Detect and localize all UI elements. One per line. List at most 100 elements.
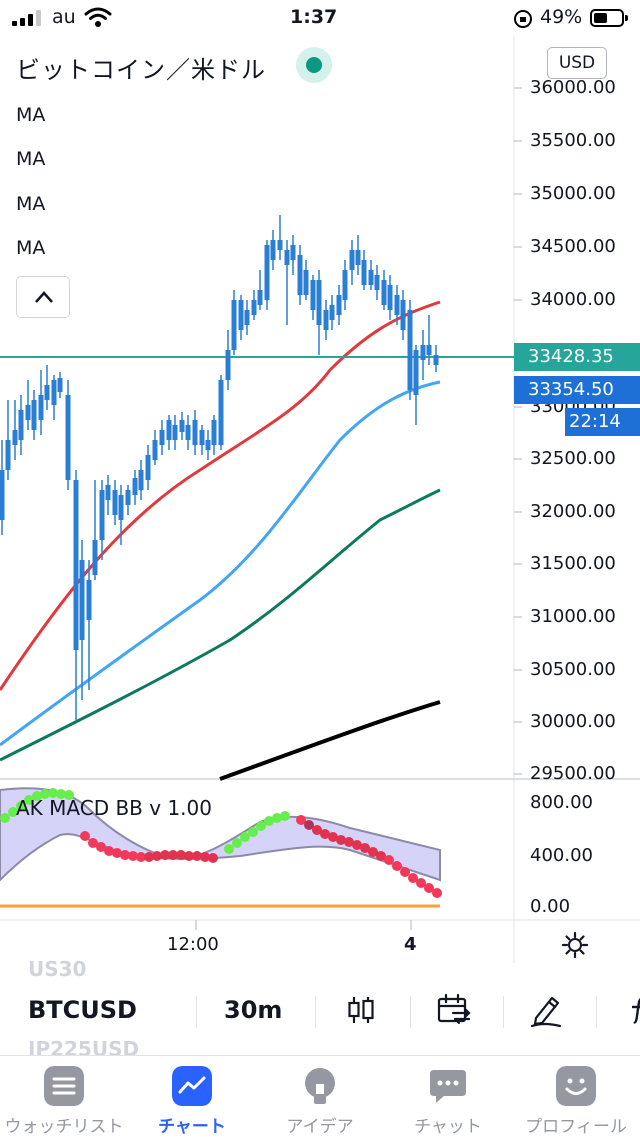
macd-dot: [224, 844, 234, 854]
time-tick: 12:00: [167, 934, 219, 955]
price-tick: 32500.00: [530, 448, 616, 469]
chart-settings-icon[interactable]: [561, 931, 589, 959]
currency-button[interactable]: USD: [547, 47, 607, 79]
candle-body: [264, 245, 270, 300]
nav-label: プロフィール: [525, 1117, 627, 1137]
macd-dot: [48, 788, 58, 798]
signal-icon: [12, 10, 42, 26]
macd-dot: [336, 835, 346, 845]
indicators-fx-icon[interactable]: [620, 992, 640, 1028]
ma-line-red: [0, 300, 441, 691]
macd-dot: [328, 832, 338, 842]
ma-line-green: [0, 488, 441, 762]
indicator-tick: 400.00: [530, 845, 593, 866]
candle-body: [199, 430, 205, 445]
carrier-label: au: [52, 6, 76, 28]
macd-dot: [408, 873, 418, 883]
macd-dot: [184, 851, 194, 861]
profile-icon: [556, 1066, 596, 1106]
price-tick: 35000.00: [530, 183, 616, 204]
candle-body: [381, 280, 387, 305]
candle-body: [368, 270, 374, 285]
macd-dot: [208, 853, 218, 863]
ideas-icon: [305, 1068, 335, 1104]
clock: 1:37: [290, 6, 338, 28]
nav-chart[interactable]: チャート: [128, 1056, 256, 1138]
status-bar: au 1:37 49%: [0, 0, 640, 36]
collapse-indicators-button[interactable]: [16, 276, 70, 318]
macd-dot: [280, 811, 290, 821]
replay-calendar-icon[interactable]: [436, 992, 472, 1028]
macd-dot: [304, 820, 314, 830]
candle-body: [185, 425, 191, 440]
wifi-icon: [84, 7, 112, 27]
battery-percent: 49%: [540, 6, 583, 28]
candle-body: [132, 478, 138, 495]
battery-icon: [590, 9, 628, 27]
candle-body: [99, 490, 105, 540]
macd-dot: [376, 851, 386, 861]
price-tick: 35500.00: [530, 130, 616, 151]
candle-body: [118, 495, 124, 520]
candle-body: [244, 310, 250, 325]
candle-body: [105, 485, 111, 500]
market-status-icon[interactable]: [296, 47, 332, 83]
macd-dot: [144, 852, 154, 862]
candle-body: [361, 260, 367, 285]
macd-dot: [168, 850, 178, 860]
nav-watchlist[interactable]: ウォッチリスト: [0, 1056, 128, 1138]
nav-chat[interactable]: チャット: [384, 1056, 512, 1138]
candle-body: [145, 455, 151, 480]
macd-dot: [176, 850, 186, 860]
candle-body: [413, 350, 419, 395]
macd-dot: [128, 851, 138, 861]
candle-body: [44, 385, 50, 400]
interval-button[interactable]: 30m: [224, 996, 283, 1024]
indicator-pane-title[interactable]: AK MACD BB v 1.00: [16, 796, 212, 820]
candle-body: [420, 345, 426, 360]
macd-dot: [8, 807, 18, 817]
candle-body: [225, 350, 231, 380]
macd-dot: [264, 816, 274, 826]
macd-dot: [40, 789, 50, 799]
drawing-pen-icon[interactable]: [528, 992, 564, 1028]
candle-body: [257, 290, 263, 305]
indicator-ma-1[interactable]: MA: [16, 104, 46, 126]
indicator-ma-4[interactable]: MA: [16, 237, 46, 259]
candle-body: [51, 380, 57, 405]
macd-dot: [432, 888, 442, 898]
macd-dot: [240, 832, 250, 842]
indicator-tick: 800.00: [530, 792, 593, 813]
candle-body: [12, 430, 18, 445]
symbol-button[interactable]: BTCUSD: [28, 996, 137, 1024]
price-tick: 34000.00: [530, 289, 616, 310]
candle-body: [125, 490, 131, 505]
ma-line-black: [219, 700, 441, 781]
candle-style-icon[interactable]: [343, 992, 379, 1028]
macd-dot: [392, 861, 402, 871]
toolbar-divider: [596, 996, 597, 1028]
indicator-ma-3[interactable]: MA: [16, 193, 46, 215]
last-price-tag: 33428.35: [514, 343, 640, 371]
candle-body: [159, 430, 165, 445]
nav-ideas[interactable]: アイデア: [256, 1056, 384, 1138]
candle-body: [394, 295, 400, 315]
macd-dot: [120, 850, 130, 860]
candle-body: [407, 310, 413, 390]
price-tick: 30500.00: [530, 659, 616, 680]
candle-body: [138, 470, 144, 490]
price-chart[interactable]: [0, 0, 640, 963]
indicator-ma-2[interactable]: MA: [16, 148, 46, 170]
price-tick: 36000.00: [530, 77, 616, 98]
candle-body: [92, 540, 98, 575]
symbol-title[interactable]: ビットコイン／米ドル: [16, 56, 266, 84]
bid-price-tag: 33354.50: [514, 376, 640, 404]
macd-dot: [344, 837, 354, 847]
candle-body: [218, 380, 224, 445]
macd-dot: [200, 852, 210, 862]
candle-body: [310, 280, 316, 310]
chevron-up-icon: [35, 291, 53, 303]
macd-dot: [360, 843, 370, 853]
nav-profile[interactable]: プロフィール: [512, 1056, 640, 1138]
candle-body: [329, 305, 335, 320]
